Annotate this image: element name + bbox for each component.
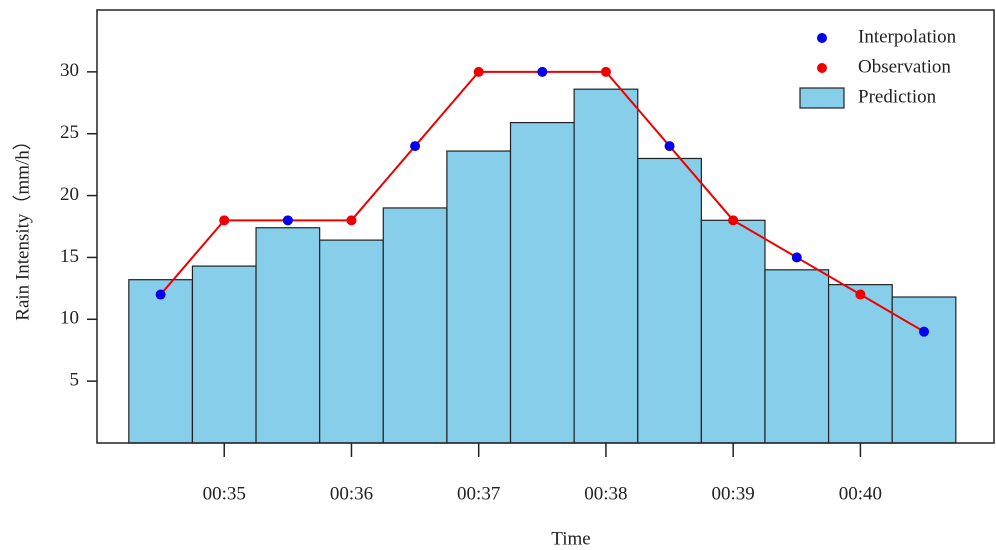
legend: Interpolation Observation Prediction [799,26,957,109]
y-tick-label: 5 [70,370,80,391]
x-tick-label: 00:35 [203,483,246,504]
legend-label: Observation [858,56,951,77]
x-tick-label: 00:36 [330,483,373,504]
x-tick-label: 00:38 [584,483,627,504]
x-tick-label: 00:40 [839,483,882,504]
bar [319,239,384,444]
bar [128,279,194,444]
bar [637,157,702,444]
bar [573,88,639,444]
point [282,215,293,226]
point [410,141,421,152]
point [791,252,802,263]
point [537,66,548,77]
point [855,289,866,300]
bar [191,265,257,444]
bar [764,269,830,444]
legend-label: Interpolation [858,26,957,47]
bar [700,219,766,444]
bar [255,227,321,444]
y-tick-label: 30 [60,60,79,81]
point [664,141,675,152]
x-axis-label: Time [551,528,590,549]
bar [827,284,893,444]
bar [382,207,448,444]
legend-label: Prediction [858,86,937,107]
legend-marker [817,33,827,43]
y-tick-label: 15 [60,246,79,267]
y-axis-label: Rain Intensity（mm/h） [11,131,33,320]
y-tick-label: 25 [60,122,79,143]
point [473,66,484,77]
y-tick-label: 20 [60,184,79,205]
point [155,289,166,300]
point [728,215,739,226]
plot-frame [96,9,995,444]
point [219,215,230,226]
point [600,66,611,77]
x-tick-label: 00:39 [712,483,755,504]
bar [891,296,957,444]
x-tick-label: 00:37 [457,483,500,504]
legend-marker [817,63,827,73]
legend-swatch [799,87,845,109]
point [919,326,930,337]
bar [509,121,575,444]
bars [128,88,957,444]
point [346,215,357,226]
bar [446,150,512,444]
points [155,66,930,337]
y-tick-label: 10 [60,308,79,329]
